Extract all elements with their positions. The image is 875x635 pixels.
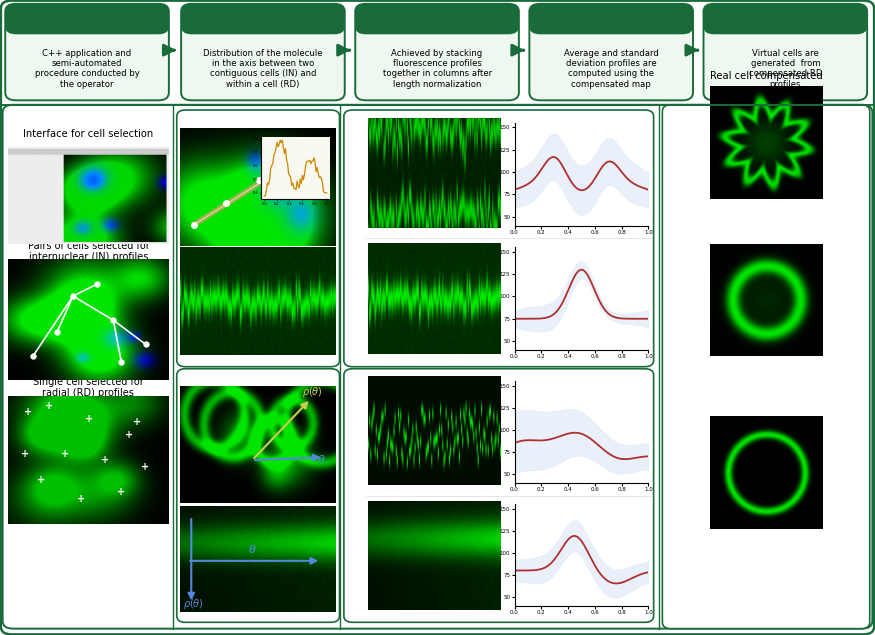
Text: RD profile extraction: RD profile extraction <box>206 378 310 388</box>
Text: Non compensated: Non compensated <box>350 137 359 216</box>
Text: Typical virtual cell: Typical virtual cell <box>721 229 811 238</box>
Text: 2. Profile extraction: 2. Profile extraction <box>204 14 322 24</box>
Text: 5. 2D virtual cell
construction: 5. 2D virtual cell construction <box>737 8 834 30</box>
Text: Single cell selected for
radial (RD) profiles: Single cell selected for radial (RD) pro… <box>33 377 144 399</box>
Text: $\rho(\theta)$: $\rho(\theta)$ <box>302 385 323 399</box>
Text: +: + <box>24 406 32 417</box>
Text: Average and standard
deviation profiles are
computed using the
compensated map: Average and standard deviation profiles … <box>564 48 659 89</box>
Text: Real cell compensated: Real cell compensated <box>710 71 822 81</box>
Text: $\theta$: $\theta$ <box>248 543 256 555</box>
Text: +: + <box>142 462 150 472</box>
Text: 1. Cell selection: 1. Cell selection <box>40 14 134 24</box>
Text: RD ideal profile: RD ideal profile <box>543 378 620 388</box>
Text: 4. 1D expression
profile computation: 4. 1D expression profile computation <box>553 8 669 30</box>
Text: IN profile map: IN profile map <box>400 119 471 129</box>
Text: +: + <box>61 449 69 459</box>
Text: +: + <box>21 449 29 459</box>
Text: Interface for cell selection: Interface for cell selection <box>24 129 153 138</box>
Text: Virtual cells are
generated  from
compensated RD
profiles: Virtual cells are generated from compens… <box>749 48 822 89</box>
Text: $\rho(\theta)$: $\rho(\theta)$ <box>184 598 205 612</box>
Text: C++ application and
semi-automated
procedure conducted by
the operator: C++ application and semi-automated proce… <box>35 48 139 89</box>
Text: +: + <box>85 414 94 424</box>
Text: Compensated: Compensated <box>350 526 359 586</box>
Text: IN ideal profile: IN ideal profile <box>545 119 618 129</box>
Text: Achieved by stacking
fluorescence profiles
together in columns after
length norm: Achieved by stacking fluorescence profil… <box>382 48 492 89</box>
Text: +: + <box>77 494 85 504</box>
Text: +: + <box>102 455 109 465</box>
Text: +: + <box>117 488 125 497</box>
Text: +: + <box>133 417 142 427</box>
Text: $\theta$: $\theta$ <box>317 453 326 465</box>
Text: Distribution of the molecule
in the axis between two
contiguous cells (IN) and
w: Distribution of the molecule in the axis… <box>203 48 323 89</box>
Text: +: + <box>125 430 134 439</box>
Text: +: + <box>45 401 53 411</box>
Text: RD profile map: RD profile map <box>398 378 472 388</box>
Text: Normalized virtual cell: Normalized virtual cell <box>710 401 822 411</box>
Text: Non compensated: Non compensated <box>350 396 359 474</box>
Text: IN profile extraction: IN profile extraction <box>209 119 308 129</box>
Text: Pairs of cells selected for
internuclear (IN) profiles: Pairs of cells selected for internuclear… <box>27 241 150 262</box>
Text: +: + <box>37 474 45 485</box>
Text: 3. Geometric
compensation: 3. Geometric compensation <box>396 8 479 30</box>
Text: Compensated: Compensated <box>350 270 359 330</box>
